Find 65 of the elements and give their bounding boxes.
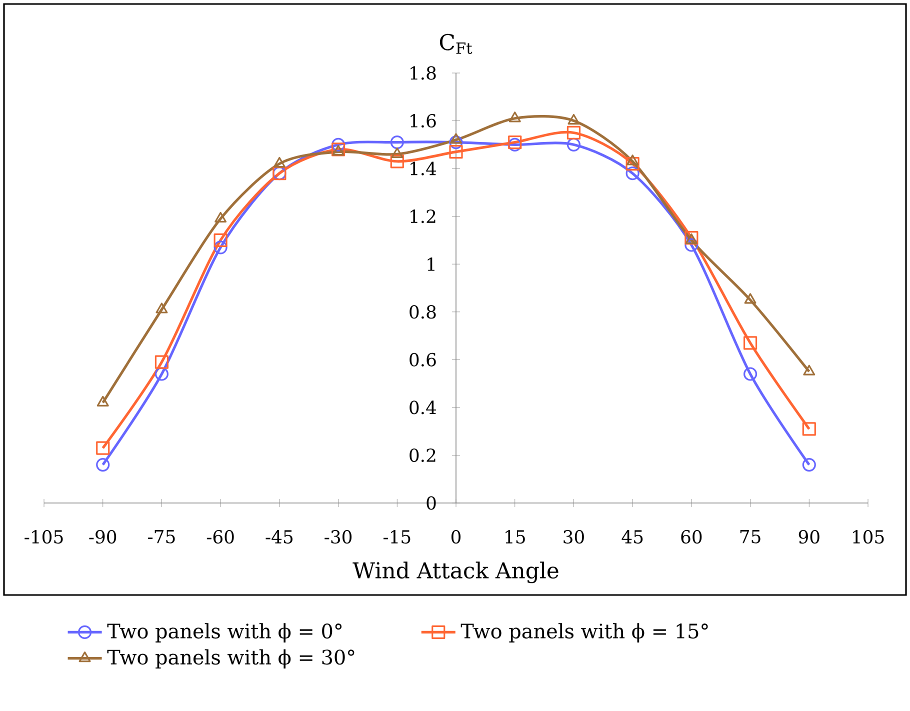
point bbox=[156, 302, 168, 314]
x-tick-label: -75 bbox=[148, 530, 175, 544]
x-tick-label: -30 bbox=[324, 530, 352, 544]
point bbox=[214, 212, 227, 223]
x-tick-label: -15 bbox=[383, 530, 410, 544]
point bbox=[803, 364, 816, 376]
point bbox=[508, 138, 522, 152]
point bbox=[390, 135, 404, 150]
point bbox=[96, 396, 109, 406]
y-tick-label: 1 bbox=[428, 257, 434, 271]
y-tick-label: 1.8 bbox=[410, 66, 436, 80]
point bbox=[626, 156, 640, 171]
x-tick-label: -105 bbox=[24, 530, 63, 544]
y-tick-label: 1.2 bbox=[410, 210, 436, 224]
y-tick-label: 1.6 bbox=[410, 114, 436, 128]
point bbox=[508, 112, 521, 122]
x-tick-label: 30 bbox=[564, 530, 584, 544]
point bbox=[332, 145, 344, 156]
x-tick-label: 75 bbox=[740, 530, 760, 544]
point bbox=[743, 367, 758, 381]
x-tick-label: -45 bbox=[266, 530, 292, 544]
point bbox=[96, 441, 110, 455]
point bbox=[566, 138, 581, 152]
legend-label: Two panels with ϕ = 15° bbox=[460, 623, 708, 642]
y-tick-label: 0.6 bbox=[410, 352, 436, 366]
y-axis-title: C$_{Ft}$ bbox=[440, 34, 472, 54]
point bbox=[626, 166, 640, 180]
x-tick-label: 60 bbox=[681, 530, 702, 544]
legend-label: Two panels with ϕ = 0° bbox=[107, 623, 342, 642]
point bbox=[568, 114, 580, 125]
x-tick-label: 90 bbox=[798, 530, 820, 544]
point bbox=[508, 135, 522, 150]
point bbox=[744, 293, 756, 304]
y-tick-label: 1.4 bbox=[410, 162, 436, 176]
y-tick-label: 0.2 bbox=[410, 448, 436, 462]
x-tick-label: 15 bbox=[506, 530, 525, 544]
point bbox=[273, 156, 286, 168]
y-tick-label: 0.4 bbox=[410, 400, 436, 414]
point bbox=[331, 142, 346, 156]
point bbox=[154, 355, 169, 369]
point bbox=[743, 336, 758, 350]
point bbox=[96, 458, 110, 472]
point bbox=[802, 422, 816, 436]
x-tick-label: -60 bbox=[206, 530, 234, 544]
point bbox=[214, 240, 228, 254]
point bbox=[391, 147, 404, 158]
point bbox=[214, 233, 228, 248]
point bbox=[684, 238, 698, 252]
x-tick-label: 105 bbox=[853, 530, 884, 544]
y-tick-label: 0 bbox=[426, 496, 436, 510]
legend-label: Two panels with ϕ = 30° bbox=[107, 649, 354, 669]
y-tick-label: 0.8 bbox=[410, 305, 436, 319]
point bbox=[450, 133, 462, 144]
point bbox=[802, 458, 816, 472]
x-tick-label: 45 bbox=[622, 530, 643, 544]
x-tick-label: -90 bbox=[89, 530, 116, 544]
point bbox=[449, 135, 463, 150]
point bbox=[154, 367, 169, 381]
point bbox=[390, 154, 404, 168]
point bbox=[566, 126, 581, 140]
x-axis-title: Wind Attack Angle bbox=[352, 562, 558, 584]
point bbox=[626, 154, 639, 166]
point bbox=[449, 145, 463, 159]
point bbox=[331, 138, 346, 152]
x-tick-label: 0 bbox=[451, 530, 461, 544]
